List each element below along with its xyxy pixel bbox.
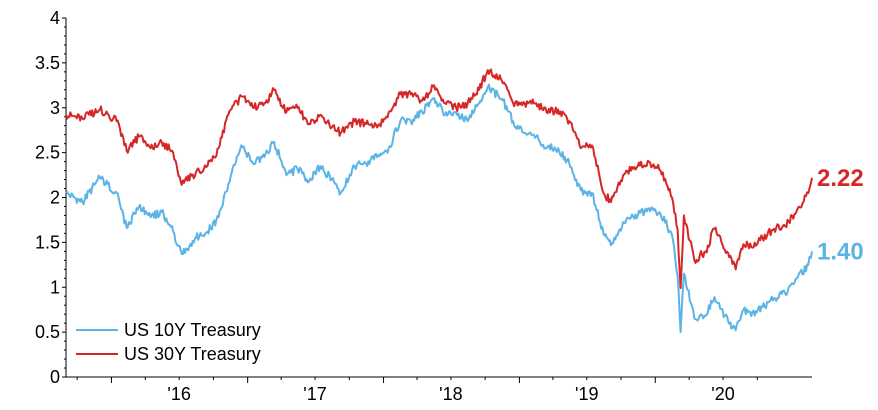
y-tick-label: 1.5 bbox=[35, 232, 60, 252]
y-tick-label: 0.5 bbox=[35, 322, 60, 342]
plot-area bbox=[65, 68, 813, 334]
x-tick-label: '17 bbox=[303, 384, 326, 404]
series-line-us-10y bbox=[65, 83, 813, 334]
axes: 0 0.5 1 1.5 2 2.5 3 3.5 4 '16 '17 '18 '19 '20 bbox=[35, 8, 812, 404]
legend: US 10Y Treasury US 30Y Treasury bbox=[76, 320, 261, 364]
y-tick-label: 4 bbox=[50, 8, 60, 28]
x-tick-label: '20 bbox=[711, 384, 734, 404]
y-tick-label: 3 bbox=[50, 98, 60, 118]
legend-label: US 30Y Treasury bbox=[124, 344, 261, 364]
y-tick-label: 0 bbox=[50, 367, 60, 387]
legend-label: US 10Y Treasury bbox=[124, 320, 261, 340]
x-tick-label: '18 bbox=[439, 384, 462, 404]
end-value-label: 1.40 bbox=[817, 238, 864, 265]
y-tick-label: 2.5 bbox=[35, 143, 60, 163]
y-tick-label: 1 bbox=[50, 277, 60, 297]
x-tick-label: '16 bbox=[167, 384, 190, 404]
end-labels: 1.40 2.22 bbox=[817, 165, 864, 266]
x-tick-label: '19 bbox=[575, 384, 598, 404]
series-line-us-30y bbox=[65, 68, 813, 290]
y-tick-label: 2 bbox=[50, 188, 60, 208]
end-value-label: 2.22 bbox=[817, 165, 864, 192]
y-tick-label: 3.5 bbox=[35, 53, 60, 73]
